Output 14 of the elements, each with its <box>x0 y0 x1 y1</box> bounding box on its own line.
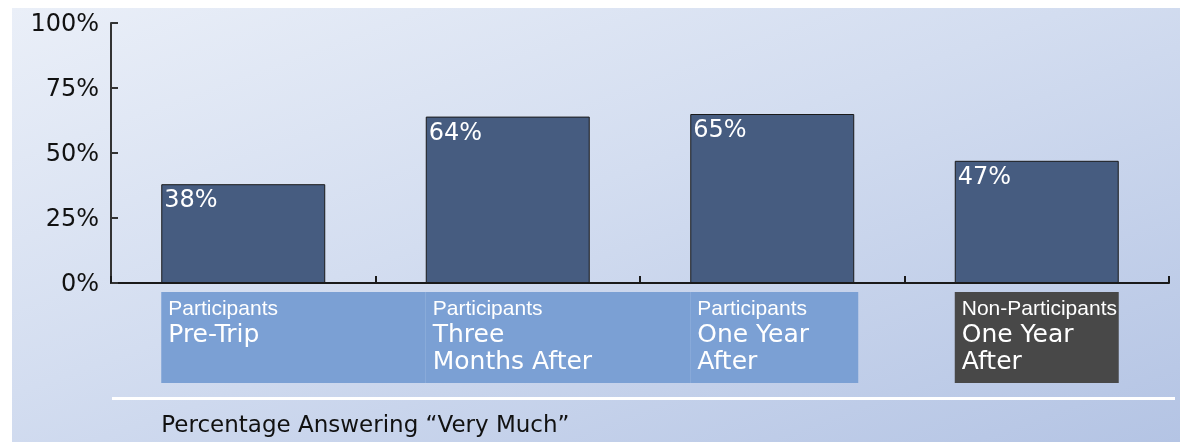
data-label: 64% <box>428 117 483 146</box>
x-axis-title: Percentage Answering “Very Much” <box>161 411 570 437</box>
y-tick-label: 100% <box>30 9 99 37</box>
data-label: 47% <box>957 161 1012 190</box>
x-tick-label: Participants One Year After <box>697 295 810 375</box>
y-tick-label: 50% <box>45 139 99 167</box>
data-label: 65% <box>693 115 747 143</box>
data-label: 38% <box>164 185 218 214</box>
x-tick-label: Participants Three Months After <box>431 295 593 375</box>
y-tick-label: 25% <box>45 204 99 232</box>
x-tick-label: Non-Participants One Year After <box>961 295 1117 375</box>
y-tick-label: 0% <box>60 269 99 297</box>
y-tick-label: 75% <box>45 74 99 102</box>
x-tick-label: Participants Pre-Trip <box>168 295 278 348</box>
